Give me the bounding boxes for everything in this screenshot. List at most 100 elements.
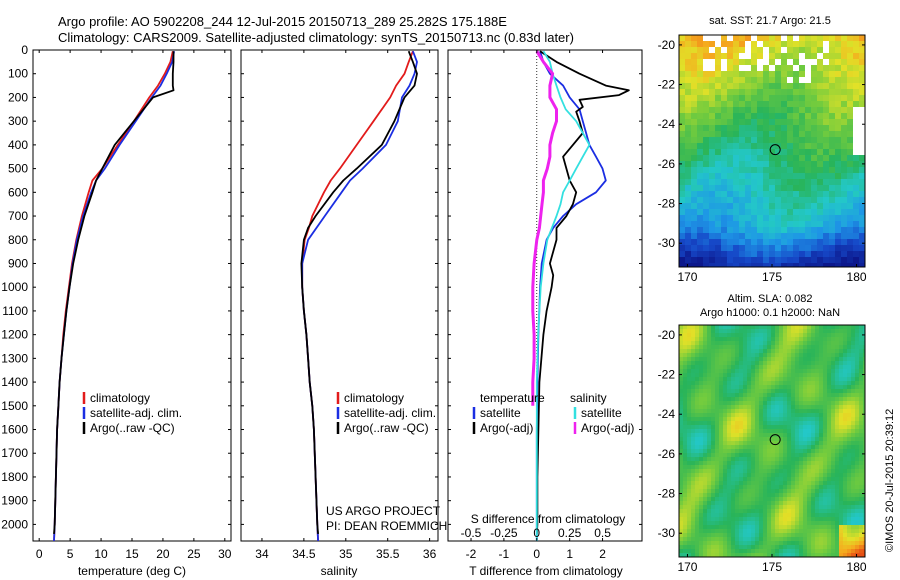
map-cell	[739, 251, 746, 258]
map-cell	[815, 401, 820, 406]
map-cell	[691, 449, 696, 454]
map-cell	[767, 501, 772, 506]
map-cell	[815, 373, 820, 378]
map-cell	[695, 377, 700, 382]
map-cell	[679, 59, 686, 66]
map-cell	[829, 71, 836, 78]
map-cell	[843, 553, 848, 557]
map-cell	[711, 393, 716, 398]
x-tick-label: 34.5	[292, 547, 316, 561]
map-cell	[863, 381, 865, 386]
map-cell	[787, 77, 794, 84]
map-cell	[847, 513, 852, 518]
map-cell	[751, 167, 758, 174]
map-cell	[763, 143, 770, 150]
map-cell	[763, 83, 770, 90]
map-cell	[731, 505, 736, 510]
map-cell	[831, 445, 836, 450]
map-cell	[831, 461, 836, 466]
map-cell	[823, 161, 830, 168]
map-cell	[781, 149, 788, 156]
map-cell	[697, 197, 704, 204]
map-cell	[691, 167, 698, 174]
sla-map-axes: 170 175 180-20-22-24-26-28-30	[658, 328, 867, 574]
map-cell	[709, 101, 716, 108]
map-cell	[829, 35, 836, 42]
map-cell	[739, 369, 744, 374]
map-cell	[751, 257, 758, 264]
map-cell	[827, 393, 832, 398]
map-cell	[751, 227, 758, 234]
map-cell	[769, 83, 776, 90]
map-cell	[733, 203, 740, 210]
map-cell	[733, 71, 740, 78]
map-cell	[829, 119, 836, 126]
map-cell	[783, 517, 788, 522]
map-cell	[755, 545, 760, 550]
map-cell	[691, 377, 696, 382]
map-cell	[783, 469, 788, 474]
map-cell	[855, 365, 860, 370]
map-cell	[763, 517, 768, 522]
map-cell	[771, 413, 776, 418]
map-cell	[751, 245, 758, 252]
map-cell	[735, 393, 740, 398]
map-cell	[763, 203, 770, 210]
map-cell	[823, 185, 830, 192]
map-cell	[721, 167, 728, 174]
map-cell	[711, 441, 716, 446]
map-cell	[775, 101, 782, 108]
map-cell	[759, 493, 764, 498]
map-cell	[839, 537, 844, 542]
series-line-argo-raw-qc-	[53, 51, 175, 534]
map-cell	[815, 529, 820, 534]
map-cell	[695, 481, 700, 486]
map-cell	[855, 469, 860, 474]
map-cell	[727, 185, 734, 192]
map-cell	[679, 337, 684, 342]
map-cell	[739, 191, 746, 198]
map-cell	[769, 137, 776, 144]
map-cell	[795, 409, 800, 414]
map-cell	[811, 485, 816, 490]
map-cell	[787, 263, 794, 267]
map-cell	[775, 173, 782, 180]
map-cell	[745, 149, 752, 156]
map-cell	[815, 341, 820, 346]
map-cell	[759, 537, 764, 542]
map-cell	[771, 357, 776, 362]
map-cell	[779, 409, 784, 414]
map-cell	[815, 541, 820, 546]
map-cell	[763, 325, 768, 330]
map-cell	[847, 469, 852, 474]
map-cell	[787, 549, 792, 554]
map-cell	[835, 397, 840, 402]
map-cell	[847, 485, 852, 490]
map-cell	[691, 481, 696, 486]
map-cell	[823, 149, 830, 156]
map-cell	[775, 77, 782, 84]
map-cell	[779, 341, 784, 346]
map-cell	[771, 501, 776, 506]
map-cell	[759, 357, 764, 362]
map-cell	[811, 113, 818, 120]
map-cell	[711, 385, 716, 390]
map-cell	[739, 405, 744, 410]
map-cell	[851, 385, 856, 390]
map-cell	[755, 433, 760, 438]
map-cell	[791, 333, 796, 338]
map-cell	[733, 89, 740, 96]
map-cell	[805, 71, 812, 78]
map-cell	[855, 409, 860, 414]
map-cell	[699, 509, 704, 514]
map-cell	[775, 409, 780, 414]
map-cell	[707, 349, 712, 354]
map-cell	[719, 465, 724, 470]
map-cell	[751, 203, 758, 210]
map-cell	[779, 389, 784, 394]
map-cell	[769, 239, 776, 246]
map-cell	[805, 227, 812, 234]
map-cell	[743, 405, 748, 410]
map-cell	[827, 549, 832, 554]
map-cell	[703, 95, 710, 102]
